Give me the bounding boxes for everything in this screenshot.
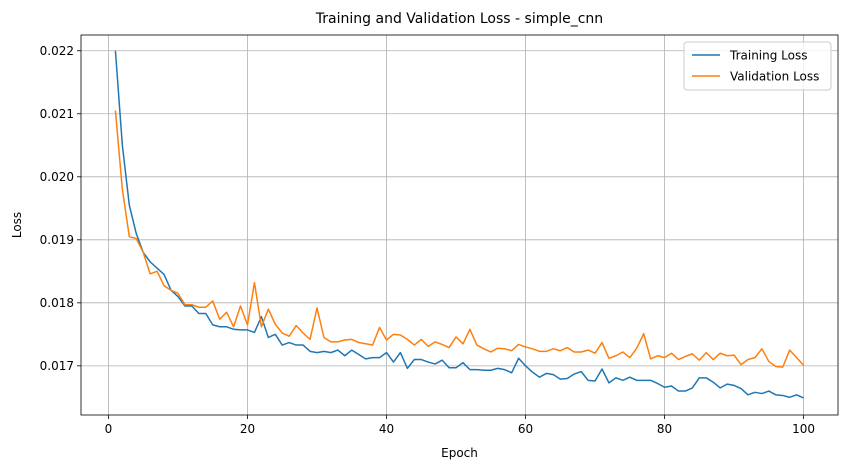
y-tick-label: 0.017 (40, 359, 74, 373)
y-axis-ticks: 0.017 0.018 0.019 0.020 0.021 0.022 (40, 44, 81, 373)
y-tick-label: 0.020 (40, 170, 74, 184)
legend-label-training-loss: Training Loss (729, 49, 807, 63)
y-tick-label: 0.018 (40, 296, 74, 310)
x-tick-label: 20 (240, 422, 255, 436)
x-tick-label: 40 (379, 422, 394, 436)
legend: Training Loss Validation Loss (683, 41, 832, 91)
y-tick-label: 0.019 (40, 233, 74, 247)
legend-label-validation-loss: Validation Loss (730, 70, 819, 84)
plot-frame (80, 34, 839, 416)
legend-box (683, 41, 832, 91)
x-tick-label: 0 (105, 422, 113, 436)
y-tick-label: 0.022 (40, 44, 74, 58)
x-axis-ticks: 0 20 40 60 80 100 (105, 415, 815, 436)
series-line-validation-loss (114, 110, 805, 368)
x-axis-label: Epoch (441, 446, 478, 460)
x-tick-label: 60 (518, 422, 533, 436)
x-tick-label: 80 (657, 422, 672, 436)
grid (81, 35, 838, 415)
series-lines (114, 50, 805, 399)
series-line-training-loss (114, 50, 804, 399)
y-axis-label: Loss (10, 212, 24, 238)
x-tick-label: 100 (792, 422, 815, 436)
y-tick-label: 0.021 (40, 107, 74, 121)
chart-title: Training and Validation Loss - simple_cn… (315, 11, 603, 27)
